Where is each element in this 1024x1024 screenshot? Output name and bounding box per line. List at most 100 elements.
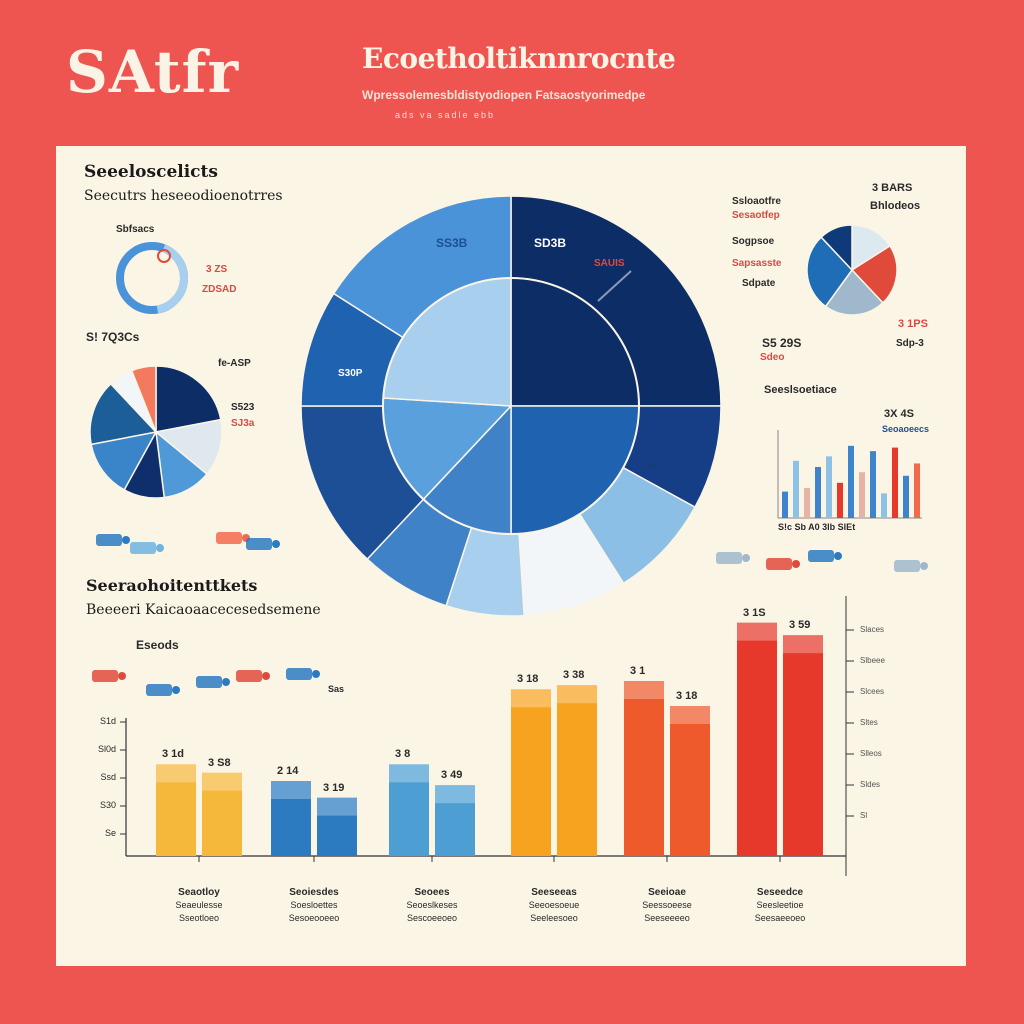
mini-bar bbox=[870, 451, 876, 518]
donut-label-c: S30P bbox=[338, 368, 363, 379]
bar bbox=[624, 681, 664, 856]
section-subheading: Seecutrs heseeodioenotrres bbox=[84, 188, 283, 204]
right-tick-label: Sldes bbox=[860, 780, 881, 789]
category-label-line: Seesleetioe bbox=[756, 900, 804, 910]
y-tick-label: S1d bbox=[99, 716, 116, 726]
bar-cap bbox=[317, 797, 357, 816]
bar-cap bbox=[670, 706, 710, 724]
decorative-icon bbox=[272, 540, 280, 548]
mini-bars-heading: Seeslsoetiace bbox=[764, 384, 837, 396]
small-label: Eseods bbox=[136, 638, 179, 652]
bar-cap bbox=[202, 772, 242, 791]
mini-bar bbox=[859, 472, 865, 518]
decorative-icon bbox=[808, 550, 834, 562]
bar-value-label: 2 14 bbox=[277, 765, 299, 777]
bar-value-label: 3 1d bbox=[162, 748, 185, 761]
pie-slice-4 bbox=[820, 224, 853, 272]
page-title: Ecoetholtiknnrocnte bbox=[362, 42, 676, 75]
ring-value-b: ZDSAD bbox=[202, 284, 237, 295]
category-label-line: Seoeslkeses bbox=[406, 900, 458, 910]
mini-bar bbox=[793, 460, 799, 518]
infographic-panel: Seeeloscelicts Seecutrs heseeodioenotrre… bbox=[56, 146, 966, 966]
bar-cap bbox=[557, 685, 597, 704]
decorative-icon bbox=[118, 672, 126, 680]
mini-bar bbox=[815, 466, 821, 518]
decorative-icon bbox=[222, 678, 230, 686]
decorative-icon bbox=[716, 552, 742, 564]
pie-slice-1 bbox=[154, 418, 223, 476]
bottom-heading: Seeraohoitenttkets bbox=[86, 576, 258, 595]
large-donut-chart bbox=[300, 195, 722, 617]
rp-line-2: Sesaotfep bbox=[732, 210, 780, 221]
category-label-line: Seeoesoeue bbox=[528, 900, 580, 910]
category-label-line: Sesoeooeeo bbox=[288, 913, 340, 923]
left-pie-chart bbox=[89, 365, 223, 499]
grow-label: Sas bbox=[328, 684, 345, 694]
ring-highlight bbox=[156, 244, 189, 314]
y-tick-label: Ssd bbox=[100, 772, 116, 782]
decorative-icon bbox=[742, 554, 750, 562]
decorative-icon bbox=[286, 668, 312, 680]
bar bbox=[670, 706, 710, 856]
bar-cap bbox=[511, 689, 551, 708]
bar-value-label: 3 8 bbox=[395, 748, 411, 761]
decorative-icon bbox=[130, 542, 156, 554]
pie-slice-7 bbox=[130, 365, 157, 433]
bottom-subheading: Beeeeri Kaicaoaacecesedsemene bbox=[86, 602, 321, 618]
category-label-line: Seeseeas bbox=[531, 887, 577, 898]
rp-left-a: S5 29S bbox=[762, 336, 802, 350]
bar bbox=[389, 764, 429, 856]
page-subtitle-small: ads va sadle ebb bbox=[395, 110, 496, 120]
category-label-line: Seaotloy bbox=[178, 887, 220, 898]
y-tick-label: S30 bbox=[99, 800, 116, 810]
bar-cap bbox=[737, 622, 777, 641]
category-label-line: Seseedce bbox=[756, 887, 804, 898]
mini-bar bbox=[837, 482, 843, 518]
ring-marker bbox=[157, 249, 171, 263]
decorative-icon bbox=[894, 560, 920, 572]
pie-slice-5 bbox=[89, 382, 158, 446]
bar-cap bbox=[271, 781, 311, 799]
mini-bar bbox=[826, 456, 832, 518]
pie-slice-0 bbox=[155, 365, 222, 433]
ring-indicator bbox=[116, 242, 189, 314]
pie-left-tag: fe-ASP bbox=[218, 358, 251, 369]
y-tick-label: Se bbox=[104, 828, 116, 838]
rp-left-b: Sdeo bbox=[760, 352, 785, 363]
donut-inner-border bbox=[382, 277, 640, 535]
pie-slice-2 bbox=[824, 268, 884, 316]
pie-left-label: S! 7Q3Cs bbox=[86, 330, 140, 344]
bar bbox=[511, 689, 551, 856]
bar bbox=[435, 785, 475, 856]
right-tick-label: Slleos bbox=[860, 749, 882, 758]
rp-low-b: Sdp-3 bbox=[896, 338, 924, 349]
donut-callout: SAUIS bbox=[594, 258, 625, 269]
rp-line-4: Sapsasste bbox=[732, 258, 782, 269]
rp-line-1: Ssloaotfre bbox=[732, 196, 781, 207]
bar-value-label: 3 19 bbox=[323, 781, 345, 794]
bar-value-label: 3 1S bbox=[743, 606, 766, 619]
chart-canvas bbox=[89, 195, 928, 876]
bar-value-label: 3 59 bbox=[789, 619, 811, 632]
decorative-icon bbox=[236, 670, 262, 682]
mini-bar bbox=[848, 445, 854, 518]
mini-bar bbox=[903, 475, 909, 518]
rp-line-5: Sdpate bbox=[742, 278, 776, 289]
decorative-icon bbox=[792, 560, 800, 568]
category-label-line: Seaeulesse bbox=[175, 900, 223, 910]
pie-slice-1 bbox=[850, 244, 898, 304]
right-tick-label: Slaces bbox=[860, 625, 885, 634]
bar-cap bbox=[389, 764, 429, 783]
mini-bar bbox=[804, 488, 810, 518]
category-label-line: Seoees bbox=[414, 887, 450, 898]
donut-callout-line bbox=[597, 270, 632, 302]
donut-label-d: Sdd bbox=[644, 460, 663, 471]
category-label: Seoees Seoeslkeses Sescoeeoeo bbox=[387, 886, 477, 925]
bar bbox=[557, 685, 597, 856]
logo: SAtfr bbox=[66, 38, 240, 106]
category-label: Seaotloy Seaeulesse Sseotloeo bbox=[154, 886, 244, 925]
category-label-line: Seoiesdes bbox=[289, 887, 339, 898]
category-label: Seoiesdes Soesloettes Sesoeooeeo bbox=[269, 886, 359, 925]
right-tick-label: Slbeee bbox=[860, 656, 885, 665]
bar bbox=[783, 635, 823, 856]
